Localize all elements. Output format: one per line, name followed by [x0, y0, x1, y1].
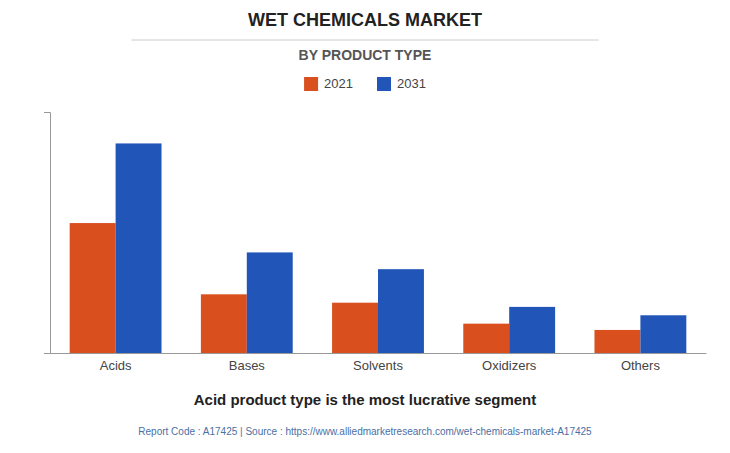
- bar: [463, 324, 509, 353]
- bar: [201, 294, 247, 353]
- x-tick: Acids: [100, 353, 132, 373]
- footer-note: Acid product type is the most lucrative …: [194, 391, 537, 408]
- legend-swatch: [377, 77, 391, 91]
- x-tick-label: Oxidizers: [482, 358, 537, 373]
- bar: [640, 315, 686, 353]
- x-axis: Acids Bases Solvents Oxidizers Others: [51, 353, 707, 373]
- bar: [378, 269, 424, 353]
- legend-item: 2031: [377, 76, 426, 91]
- y-axis-line: [44, 113, 51, 354]
- series: [116, 143, 687, 353]
- bar: [116, 143, 162, 353]
- bar: [70, 223, 116, 353]
- x-tick-label: Solvents: [353, 358, 403, 373]
- x-tick-label: Acids: [100, 358, 132, 373]
- bar: [247, 252, 293, 353]
- x-tick-label: Others: [621, 358, 661, 373]
- bar: [332, 303, 378, 353]
- bars: [70, 143, 687, 353]
- legend-swatch: [304, 77, 318, 91]
- y-axis: [44, 113, 51, 354]
- title-rule: [131, 40, 598, 41]
- subtitle: BY PRODUCT TYPE: [299, 47, 432, 63]
- legend-item: 2021: [304, 76, 353, 91]
- plot: Acids Bases Solvents Oxidizers Others: [44, 113, 707, 374]
- bar: [509, 307, 555, 353]
- source-note: Report Code : A17425 | Source : https://…: [138, 426, 592, 437]
- x-tick: Oxidizers: [482, 353, 537, 373]
- x-tick: Bases: [229, 353, 266, 373]
- x-tick: Others: [621, 353, 661, 373]
- x-axis-line: [51, 353, 707, 354]
- title: WET CHEMICALS MARKET: [248, 10, 482, 30]
- x-tick-label: Bases: [229, 358, 266, 373]
- legend-label: 2021: [324, 76, 353, 91]
- x-tick: Solvents: [353, 353, 403, 373]
- bar: [594, 330, 640, 353]
- legend-label: 2031: [397, 76, 426, 91]
- chart: WET CHEMICALS MARKETBY PRODUCT TYPE20212…: [0, 0, 730, 453]
- legend: 2021 2031: [304, 76, 426, 91]
